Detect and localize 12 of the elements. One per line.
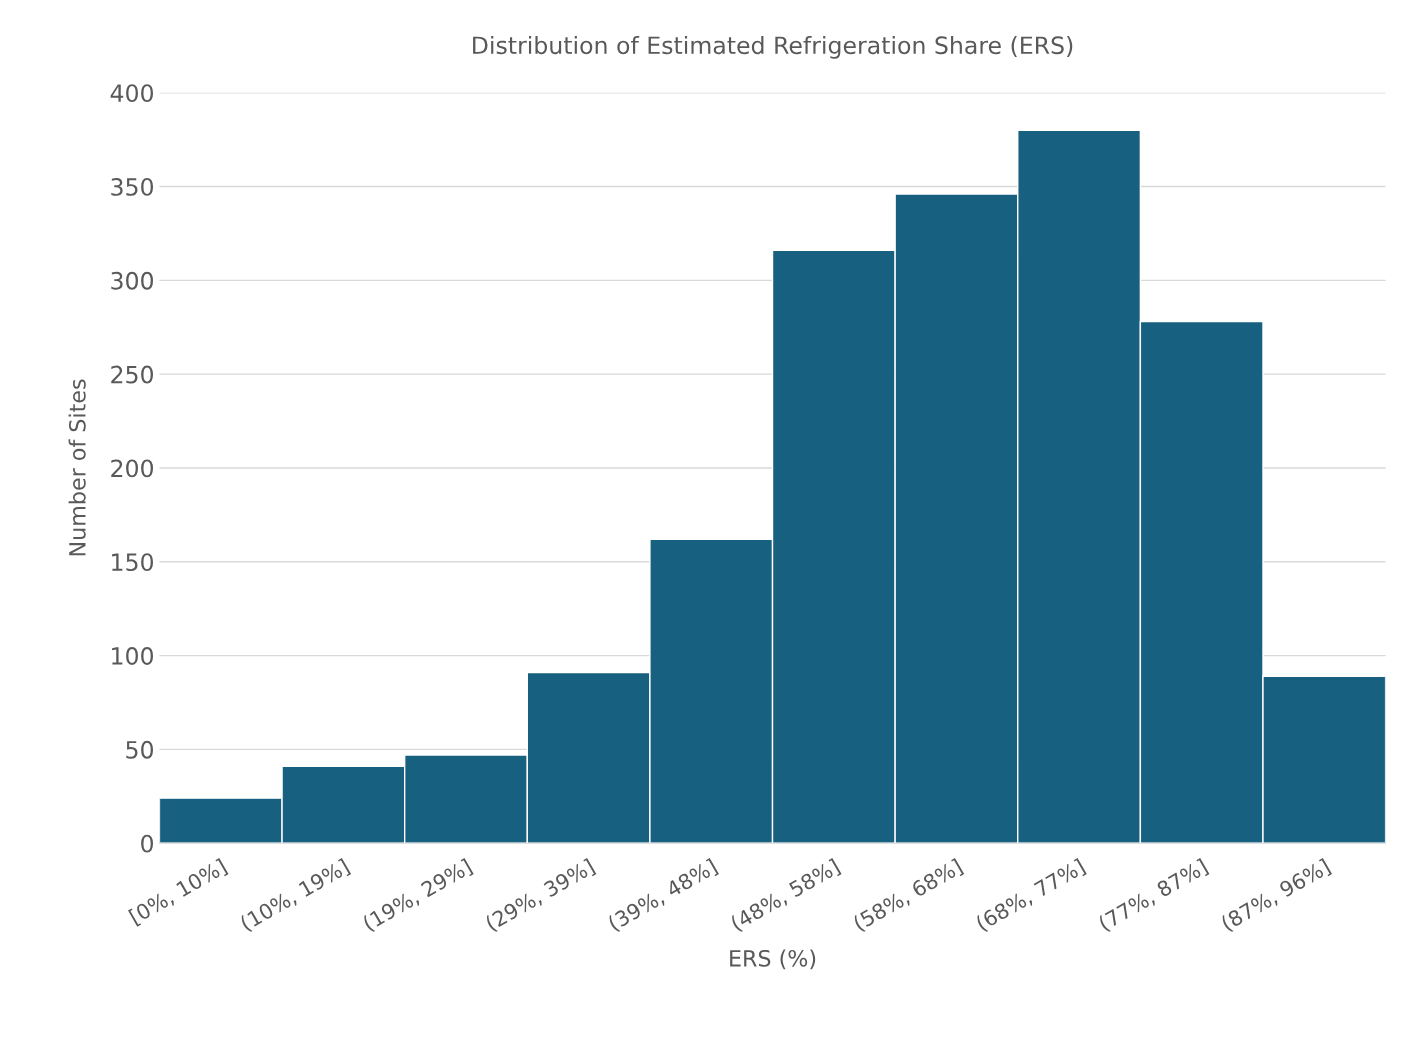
y-tick-label: 300 xyxy=(111,271,154,290)
y-tick-label: 50 xyxy=(126,740,154,759)
chart-title: Distribution of Estimated Refrigeration Share (ERS) xyxy=(473,35,1073,59)
y-tick-label: 200 xyxy=(111,459,154,478)
y-tick-label: 0 xyxy=(141,834,154,853)
x-axis-title: ERS (%) xyxy=(730,949,816,970)
y-tick-label: 100 xyxy=(112,647,154,665)
y-tick-label: 350 xyxy=(111,178,154,196)
y-axis-title: Number of Sites xyxy=(68,379,86,556)
y-tick-label: 250 xyxy=(111,365,154,384)
y-tick-label: 400 xyxy=(110,84,154,103)
y-tick-label: 150 xyxy=(112,553,154,572)
